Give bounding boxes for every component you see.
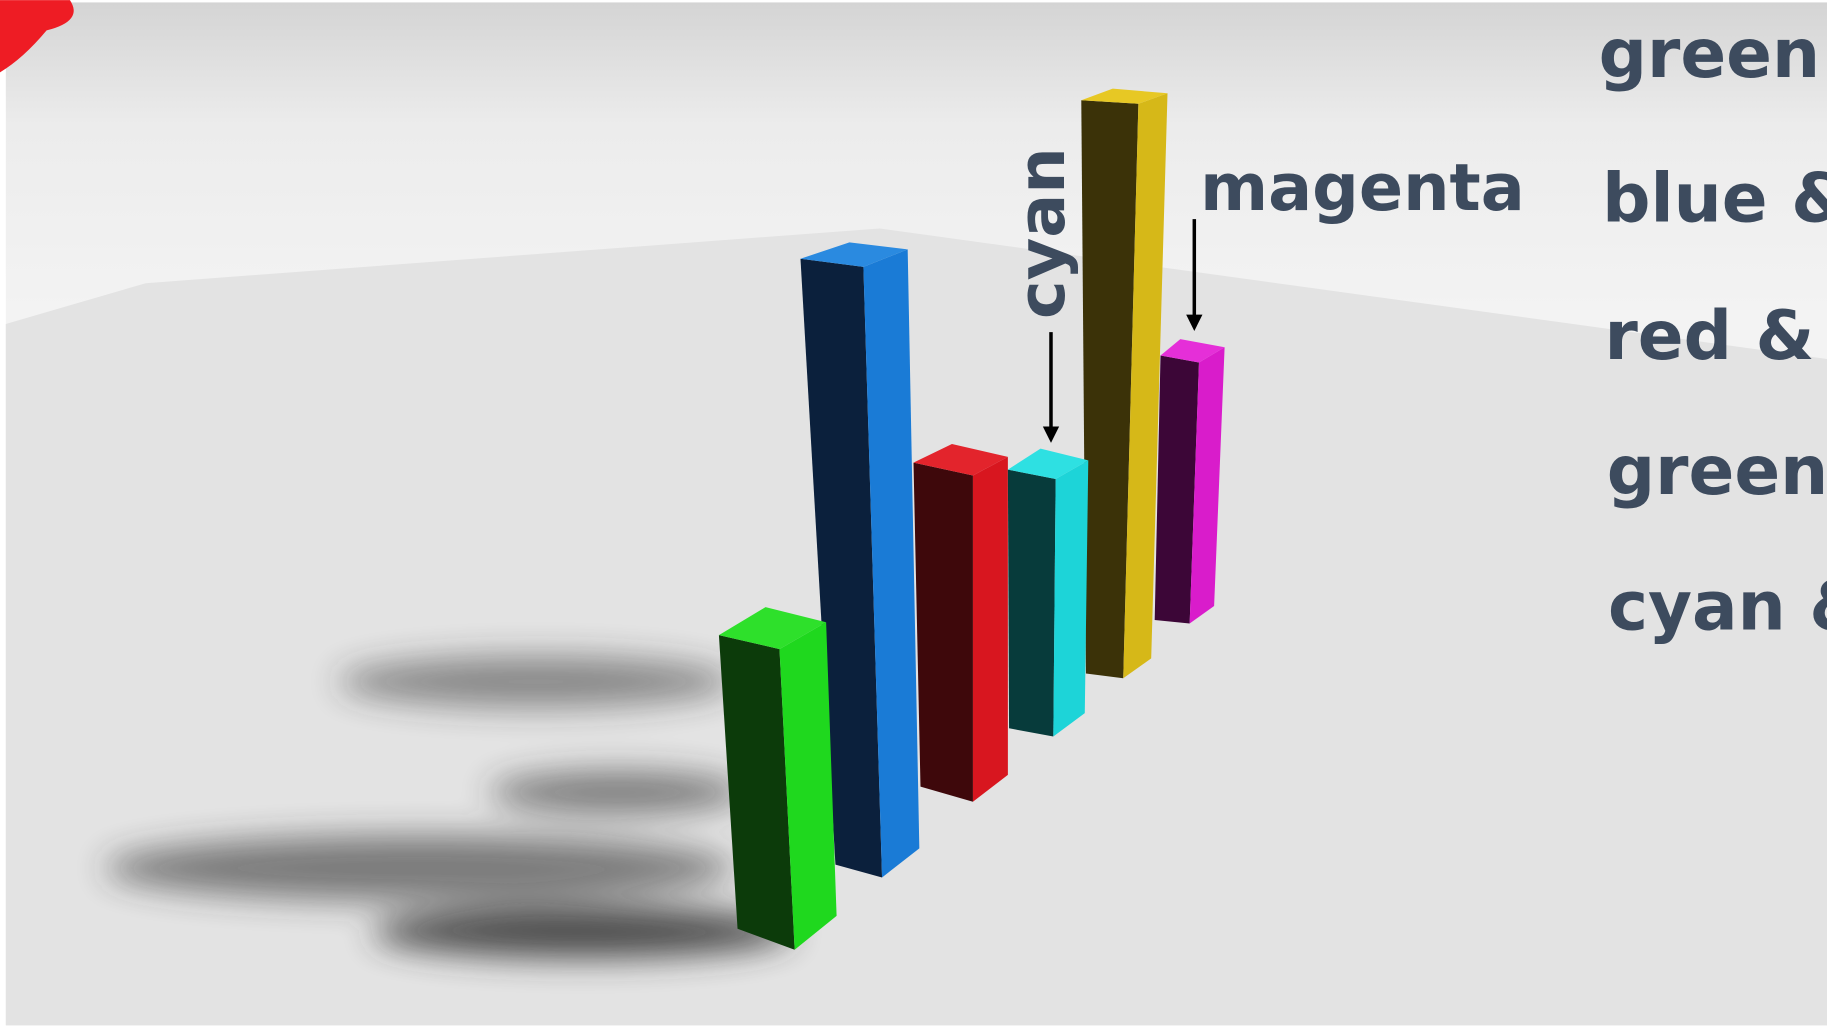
arrow-head bbox=[1042, 426, 1060, 443]
corner-blob bbox=[0, 0, 74, 73]
bar-magenta bbox=[1154, 339, 1225, 624]
arrows bbox=[1049, 219, 1197, 432]
side-label: green & bbox=[1599, 14, 1827, 93]
bar-blue bbox=[800, 242, 920, 878]
side-label: green bbox=[1607, 431, 1827, 510]
floor bbox=[5, 228, 1827, 1026]
shadows bbox=[104, 656, 793, 958]
side-label: cyan & bbox=[1608, 566, 1827, 645]
side-label: blue & bbox=[1602, 158, 1827, 237]
bar-green bbox=[718, 607, 837, 950]
annotation-cyan: cyan bbox=[1004, 147, 1080, 319]
bar-cyan bbox=[1007, 448, 1089, 737]
arrow-head bbox=[1186, 314, 1203, 331]
side-label: red & bbox=[1604, 296, 1814, 375]
bar-yellow bbox=[1081, 88, 1168, 679]
bar-red bbox=[913, 444, 1008, 802]
annotation-magenta: magenta bbox=[1200, 150, 1525, 226]
